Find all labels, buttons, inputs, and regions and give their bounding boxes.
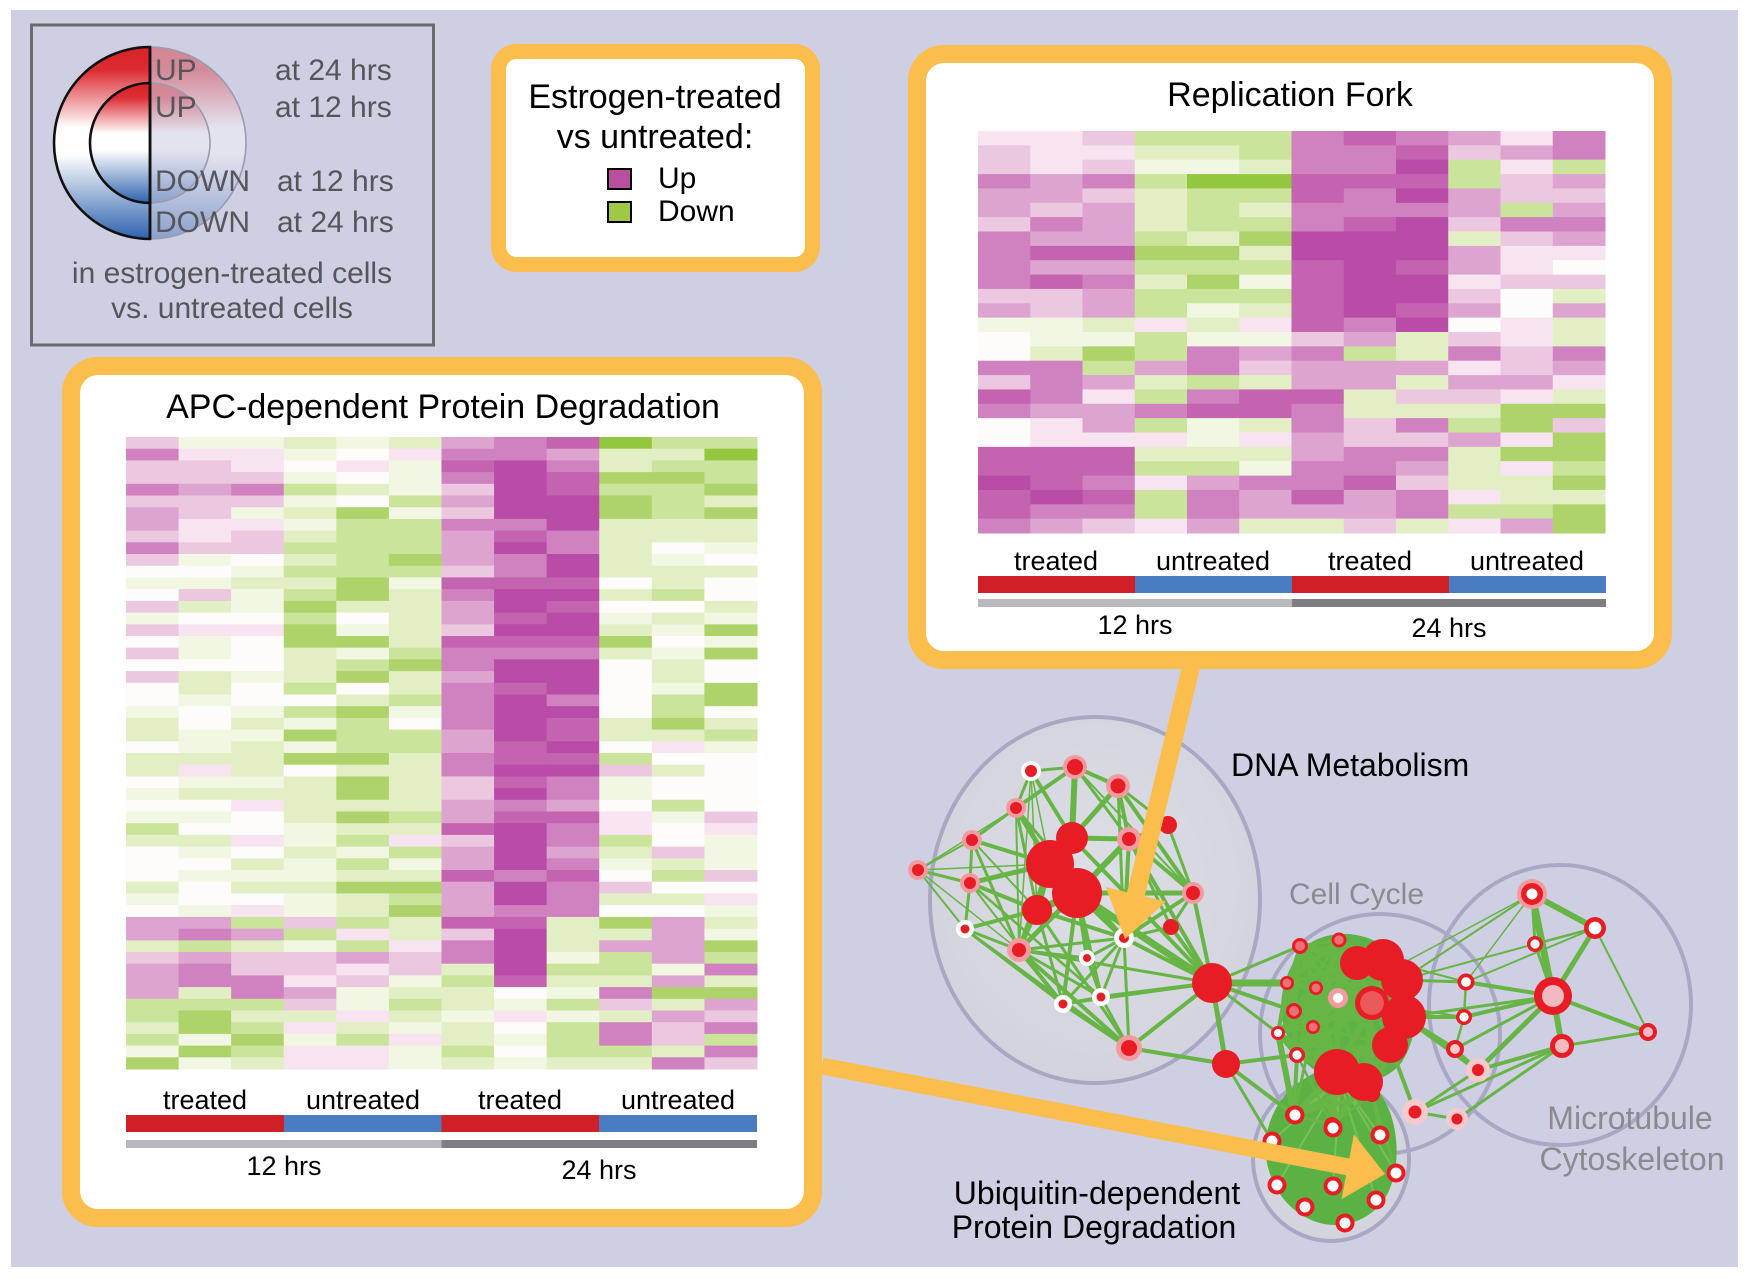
svg-text:Cytoskeleton: Cytoskeleton: [1540, 1141, 1725, 1177]
svg-text:Down: Down: [658, 195, 735, 228]
svg-text:Ubiquitin-dependent: Ubiquitin-dependent: [954, 1175, 1241, 1211]
svg-text:APC-dependent Protein Degradat: APC-dependent Protein Degradation: [166, 388, 720, 426]
svg-text:12 hrs: 12 hrs: [1097, 610, 1172, 640]
svg-text:at 12 hrs: at 12 hrs: [275, 91, 392, 124]
svg-text:in estrogen-treated cells: in estrogen-treated cells: [72, 257, 392, 290]
svg-text:Protein Degradation: Protein Degradation: [952, 1209, 1237, 1245]
svg-text:Microtubule: Microtubule: [1547, 1100, 1712, 1136]
svg-text:at 24 hrs: at 24 hrs: [275, 54, 392, 87]
svg-text:24 hrs: 24 hrs: [561, 1155, 636, 1185]
svg-text:DNA Metabolism: DNA Metabolism: [1231, 747, 1469, 783]
svg-text:Replication Fork: Replication Fork: [1167, 76, 1414, 114]
svg-text:treated: treated: [478, 1085, 562, 1115]
svg-text:untreated: untreated: [1470, 546, 1584, 576]
svg-text:Up: Up: [658, 162, 696, 195]
svg-text:vs untreated:: vs untreated:: [557, 118, 754, 156]
svg-text:vs. untreated cells: vs. untreated cells: [111, 292, 353, 325]
svg-text:untreated: untreated: [1156, 546, 1270, 576]
svg-text:untreated: untreated: [306, 1085, 420, 1115]
svg-text:treated: treated: [163, 1085, 247, 1115]
svg-text:24 hrs: 24 hrs: [1411, 613, 1486, 643]
svg-text:12 hrs: 12 hrs: [246, 1151, 321, 1181]
svg-text:UP: UP: [155, 91, 197, 124]
svg-text:untreated: untreated: [621, 1085, 735, 1115]
svg-text:at 12 hrs: at 12 hrs: [277, 165, 394, 198]
svg-text:treated: treated: [1328, 546, 1412, 576]
svg-text:treated: treated: [1014, 546, 1098, 576]
svg-text:Estrogen-treated: Estrogen-treated: [528, 78, 781, 116]
svg-text:UP: UP: [155, 54, 197, 87]
svg-text:DOWN: DOWN: [155, 165, 250, 198]
svg-text:Cell Cycle: Cell Cycle: [1289, 878, 1424, 911]
svg-text:DOWN: DOWN: [155, 206, 250, 239]
svg-text:at 24 hrs: at 24 hrs: [277, 206, 394, 239]
